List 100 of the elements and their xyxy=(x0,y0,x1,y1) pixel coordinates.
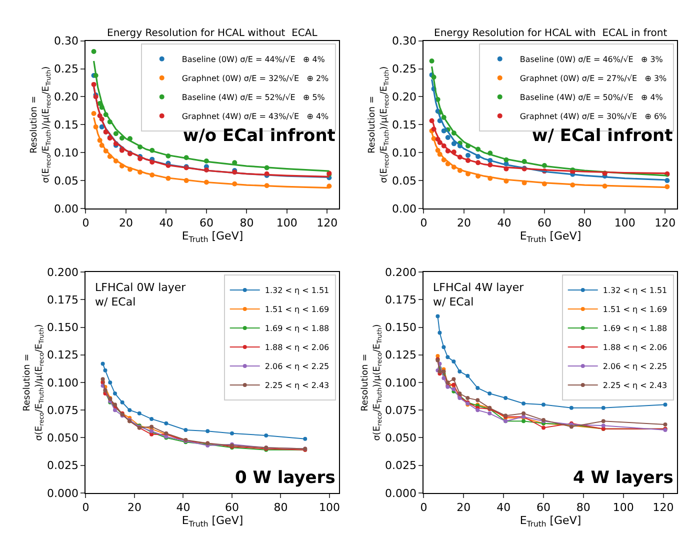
point xyxy=(466,396,470,400)
y-tick-label: 0.10 xyxy=(54,146,79,160)
legend-label: 1.32 < η < 1.51 xyxy=(602,286,668,296)
legend-label: 1.51 < η < 1.69 xyxy=(264,305,330,314)
point xyxy=(113,131,118,136)
x-tick-label: 40 xyxy=(497,216,512,230)
point xyxy=(103,368,108,372)
point xyxy=(504,396,508,400)
x-tick-label: 0 xyxy=(420,501,428,514)
legend-label: 1.88 < η < 2.06 xyxy=(264,343,330,352)
x-tick-label: 120 xyxy=(652,501,674,514)
point xyxy=(476,408,480,412)
point xyxy=(303,436,308,441)
annotation: w/o ECal infront xyxy=(183,126,336,146)
point xyxy=(458,369,462,374)
y-tick-label: 0.175 xyxy=(385,293,417,306)
point xyxy=(436,314,440,318)
x-tick-label: 80 xyxy=(576,501,590,514)
x-tick-label: 60 xyxy=(224,501,239,514)
y-tick-label: 0.15 xyxy=(392,118,417,132)
point xyxy=(601,424,606,428)
point xyxy=(663,422,668,426)
x-tick-label: 20 xyxy=(127,501,142,514)
point xyxy=(452,360,456,364)
annotation: LFHCal 0W layer w/ ECal xyxy=(95,281,186,308)
point xyxy=(100,362,105,366)
point xyxy=(452,377,456,382)
x-tick-label: 20 xyxy=(456,501,471,514)
point xyxy=(542,402,546,407)
x-tick-label: 60 xyxy=(536,501,550,514)
point xyxy=(663,402,668,407)
y-tick-label: 0.05 xyxy=(392,174,417,188)
point xyxy=(99,124,104,130)
y-tick-label: 0.10 xyxy=(392,146,417,160)
y-tick-label: 0.125 xyxy=(47,348,79,362)
x-tick-label: 80 xyxy=(240,216,254,230)
point xyxy=(601,406,606,410)
point xyxy=(488,411,492,416)
legend-label: 2.25 < η < 2.43 xyxy=(602,381,668,390)
point xyxy=(206,429,210,434)
legend-label: 1.88 < η < 2.06 xyxy=(602,343,668,352)
point xyxy=(128,408,132,412)
x-tick-label: 120 xyxy=(316,216,338,230)
y-tick-label: 0.000 xyxy=(47,486,79,500)
point xyxy=(476,386,480,390)
legend-label: Baseline (4W) σ/E = 50%/√E ⊕ 4% xyxy=(520,93,664,102)
x-axis-title: E$_{Truth}$ [GeV] xyxy=(182,230,244,244)
x-tick-label: 20 xyxy=(118,216,133,230)
x-tick-label: 100 xyxy=(318,501,340,514)
y-tick-label: 0.075 xyxy=(47,404,79,417)
point xyxy=(91,48,96,54)
point xyxy=(164,421,168,426)
x-tick-label: 80 xyxy=(274,501,288,514)
x-tick-label: 80 xyxy=(578,216,592,230)
annotation: LFHCal 4W layer w/ ECal xyxy=(433,281,524,308)
x-tick-label: 60 xyxy=(199,216,214,230)
y-tick-label: 0.25 xyxy=(392,62,417,76)
legend-label: Baseline (0W) σ/E = 44%/√E ⊕ 4% xyxy=(182,55,326,64)
y-tick-label: 0.20 xyxy=(392,90,417,104)
y-tick-label: 0.15 xyxy=(54,118,79,132)
point xyxy=(438,330,442,335)
legend-label: 2.06 < η < 2.25 xyxy=(602,362,668,372)
x-tick-label: 120 xyxy=(654,216,676,230)
y-tick-label: 0.30 xyxy=(392,34,417,48)
annotation: 4 W layers xyxy=(573,468,674,488)
y-tick-label: 0.100 xyxy=(47,376,79,390)
x-axis-title: E$_{Truth}$ [GeV] xyxy=(182,514,244,528)
point xyxy=(442,345,446,350)
legend-label: Graphnet (4W) σ/E = 43%/√E ⊕ 4% xyxy=(182,112,330,122)
x-tick-label: 20 xyxy=(456,216,471,230)
legend-label: Graphnet (4W) σ/E = 30%/√E ⊕ 6% xyxy=(520,112,668,122)
y-tick-label: 0.000 xyxy=(385,486,417,500)
point xyxy=(108,380,112,384)
point xyxy=(522,411,526,416)
x-tick-label: 100 xyxy=(614,216,636,230)
x-tick-label: 40 xyxy=(176,501,190,514)
point xyxy=(445,135,450,140)
point xyxy=(522,419,526,424)
x-tick-label: 0 xyxy=(82,501,90,514)
point xyxy=(120,400,124,404)
x-tick-label: 100 xyxy=(612,501,634,514)
point xyxy=(184,428,188,432)
point xyxy=(429,58,434,64)
point xyxy=(91,82,96,87)
y-tick-label: 0.30 xyxy=(54,34,79,48)
x-tick-label: 60 xyxy=(537,216,552,230)
point xyxy=(451,141,456,146)
y-tick-label: 0.00 xyxy=(54,202,79,216)
x-tick-label: 40 xyxy=(159,216,174,230)
point xyxy=(112,392,117,396)
point xyxy=(436,354,440,358)
legend-label: 1.32 < η < 1.51 xyxy=(264,286,330,296)
x-tick-label: 100 xyxy=(276,216,298,230)
y-tick-label: 0.25 xyxy=(54,62,79,76)
y-tick-label: 0.125 xyxy=(385,348,417,362)
y-tick-label: 0.20 xyxy=(54,90,79,104)
chart-title: Energy Resolution for HCAL without ECAL xyxy=(107,28,318,39)
y-tick-label: 0.200 xyxy=(385,266,417,279)
point xyxy=(601,419,606,424)
y-tick-label: 0.025 xyxy=(47,459,79,472)
